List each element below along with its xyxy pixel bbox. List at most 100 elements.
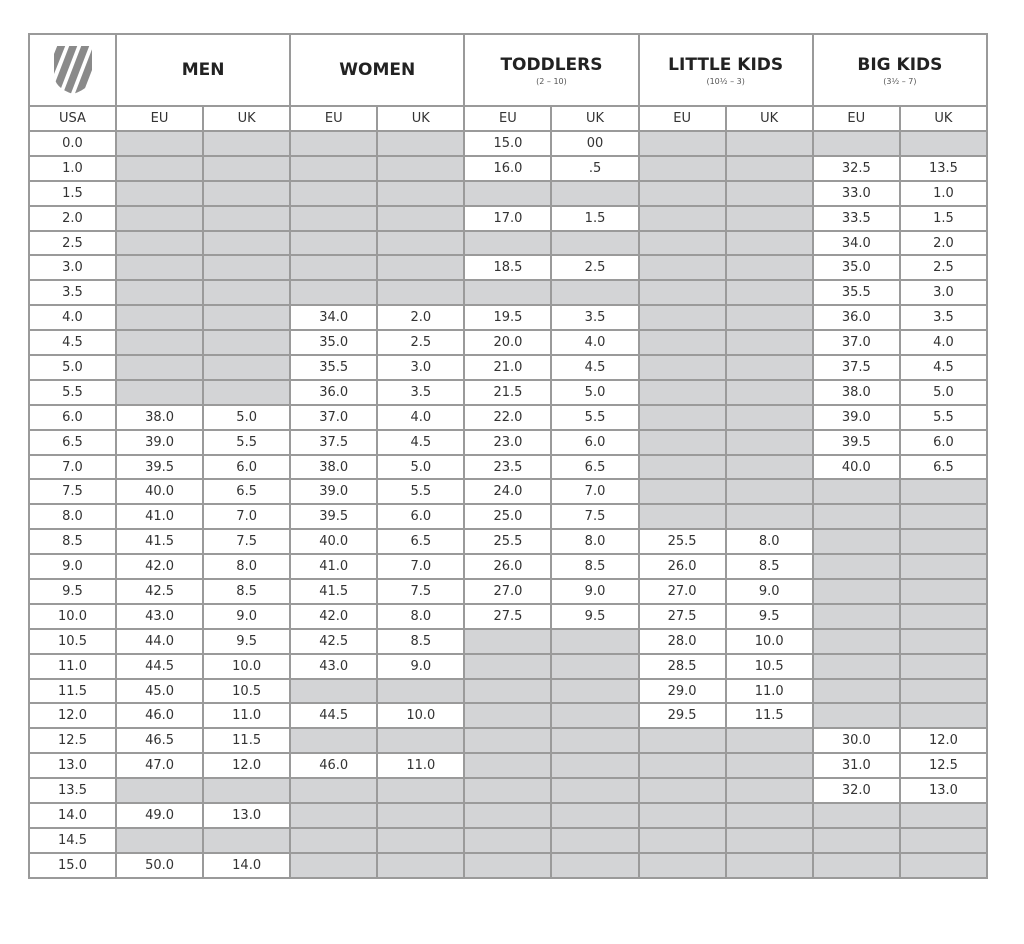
empty-cell [637, 179, 727, 207]
size-cell: 40.0 [811, 453, 901, 481]
size-cell: 46.0 [289, 752, 379, 780]
size-cell: 37.5 [811, 354, 901, 381]
empty-cell [202, 130, 292, 157]
size-cell: 6.5 [898, 453, 989, 481]
table-row: 7.0 39.5 6.0 38.0 5.0 23.5 6.5 40.0 6.5 [28, 453, 989, 481]
empty-cell [724, 403, 814, 431]
size-cell: 11.0 [724, 677, 814, 705]
group-toddlers: TODDLERS (2 – 10) [463, 33, 640, 107]
size-cell: 12.5 [898, 752, 989, 780]
empty-cell [724, 777, 814, 805]
empty-cell [376, 130, 466, 157]
empty-cell [898, 130, 989, 157]
empty-cell [898, 553, 989, 581]
empty-cell [550, 777, 640, 805]
table-row: 3.0 18.5 2.5 35.0 2.5 [28, 254, 989, 282]
size-cell: 40.0 [289, 528, 379, 556]
empty-cell [376, 279, 466, 307]
empty-cell [811, 802, 901, 829]
empty-cell [811, 677, 901, 705]
column-header: UK [550, 105, 640, 132]
empty-cell [289, 826, 379, 854]
empty-cell [637, 777, 727, 805]
empty-cell [114, 254, 205, 282]
empty-cell [724, 154, 814, 182]
size-cell: 25.5 [637, 528, 727, 556]
size-cell: 11.5 [724, 702, 814, 730]
size-cell: 39.5 [114, 453, 205, 481]
size-cell: 4.0 [376, 403, 466, 431]
size-cell: 37.0 [811, 329, 901, 357]
empty-cell [637, 453, 727, 481]
empty-cell [637, 304, 727, 332]
size-cell: 3.5 [376, 378, 466, 406]
size-cell: 2.5 [898, 254, 989, 282]
empty-cell [289, 254, 379, 282]
size-cell: 11.0 [376, 752, 466, 780]
usa-size-cell: 10.0 [28, 602, 117, 630]
size-cell: 10.5 [724, 652, 814, 680]
size-cell: 28.5 [637, 652, 727, 680]
size-cell: 25.5 [463, 528, 553, 556]
size-cell: 7.0 [376, 553, 466, 581]
size-cell: 29.0 [637, 677, 727, 705]
table-row: 7.5 40.0 6.5 39.0 5.5 24.0 7.0 [28, 478, 989, 506]
size-cell: 3.0 [898, 279, 989, 307]
empty-cell [637, 428, 727, 456]
empty-cell [376, 777, 466, 805]
size-cell: 9.0 [724, 578, 814, 605]
size-cell: 6.0 [202, 453, 292, 481]
size-cell: 8.0 [202, 553, 292, 581]
empty-cell [289, 802, 379, 829]
empty-cell [289, 154, 379, 182]
size-cell: 20.0 [463, 329, 553, 357]
empty-cell [289, 179, 379, 207]
empty-cell [637, 279, 727, 307]
usa-size-cell: 4.0 [28, 304, 117, 332]
size-cell: 6.5 [202, 478, 292, 506]
size-cell: 13.5 [898, 154, 989, 182]
size-cell: 6.0 [898, 428, 989, 456]
group-big-kids: BIG KIDS (3½ – 7) [811, 33, 989, 107]
size-cell: 43.0 [114, 602, 205, 630]
size-cell: 5.0 [550, 378, 640, 406]
size-cell: 7.5 [376, 578, 466, 605]
column-header: UK [376, 105, 466, 132]
empty-cell [724, 378, 814, 406]
empty-cell [811, 130, 901, 157]
empty-cell [724, 279, 814, 307]
size-cell: 2.5 [550, 254, 640, 282]
size-cell: 41.5 [289, 578, 379, 605]
size-cell: 38.0 [114, 403, 205, 431]
size-cell: 33.0 [811, 179, 901, 207]
empty-cell [637, 727, 727, 755]
empty-cell [724, 254, 814, 282]
kswiss-shield-logo-icon [30, 44, 115, 96]
empty-cell [898, 702, 989, 730]
size-cell: 40.0 [114, 478, 205, 506]
empty-cell [724, 851, 814, 879]
size-cell: 10.0 [724, 627, 814, 655]
column-header: EU [811, 105, 901, 132]
empty-cell [114, 279, 205, 307]
usa-size-cell: 6.5 [28, 428, 117, 456]
empty-cell [289, 204, 379, 232]
table-row: 14.0 49.0 13.0 [28, 802, 989, 829]
size-cell: 31.0 [811, 752, 901, 780]
usa-size-cell: 11.0 [28, 652, 117, 680]
size-cell: 5.0 [202, 403, 292, 431]
empty-cell [550, 802, 640, 829]
size-cell: 1.0 [898, 179, 989, 207]
column-header: UK [202, 105, 292, 132]
usa-size-cell: 12.5 [28, 727, 117, 755]
empty-cell [114, 777, 205, 805]
size-cell: 9.0 [202, 602, 292, 630]
usa-size-cell: 11.5 [28, 677, 117, 705]
size-chart-table: MEN WOMEN TODDLERS (2 – 10) LITTLE KIDS (1… [28, 33, 989, 879]
usa-size-cell: 7.5 [28, 478, 117, 506]
size-cell: 11.5 [202, 727, 292, 755]
size-cell: 30.0 [811, 727, 901, 755]
table-row: 10.0 43.0 9.0 42.0 8.0 27.5 9.5 27.5 9.5 [28, 602, 989, 630]
empty-cell [202, 254, 292, 282]
table-row: 11.0 44.5 10.0 43.0 9.0 28.5 10.5 [28, 652, 989, 680]
